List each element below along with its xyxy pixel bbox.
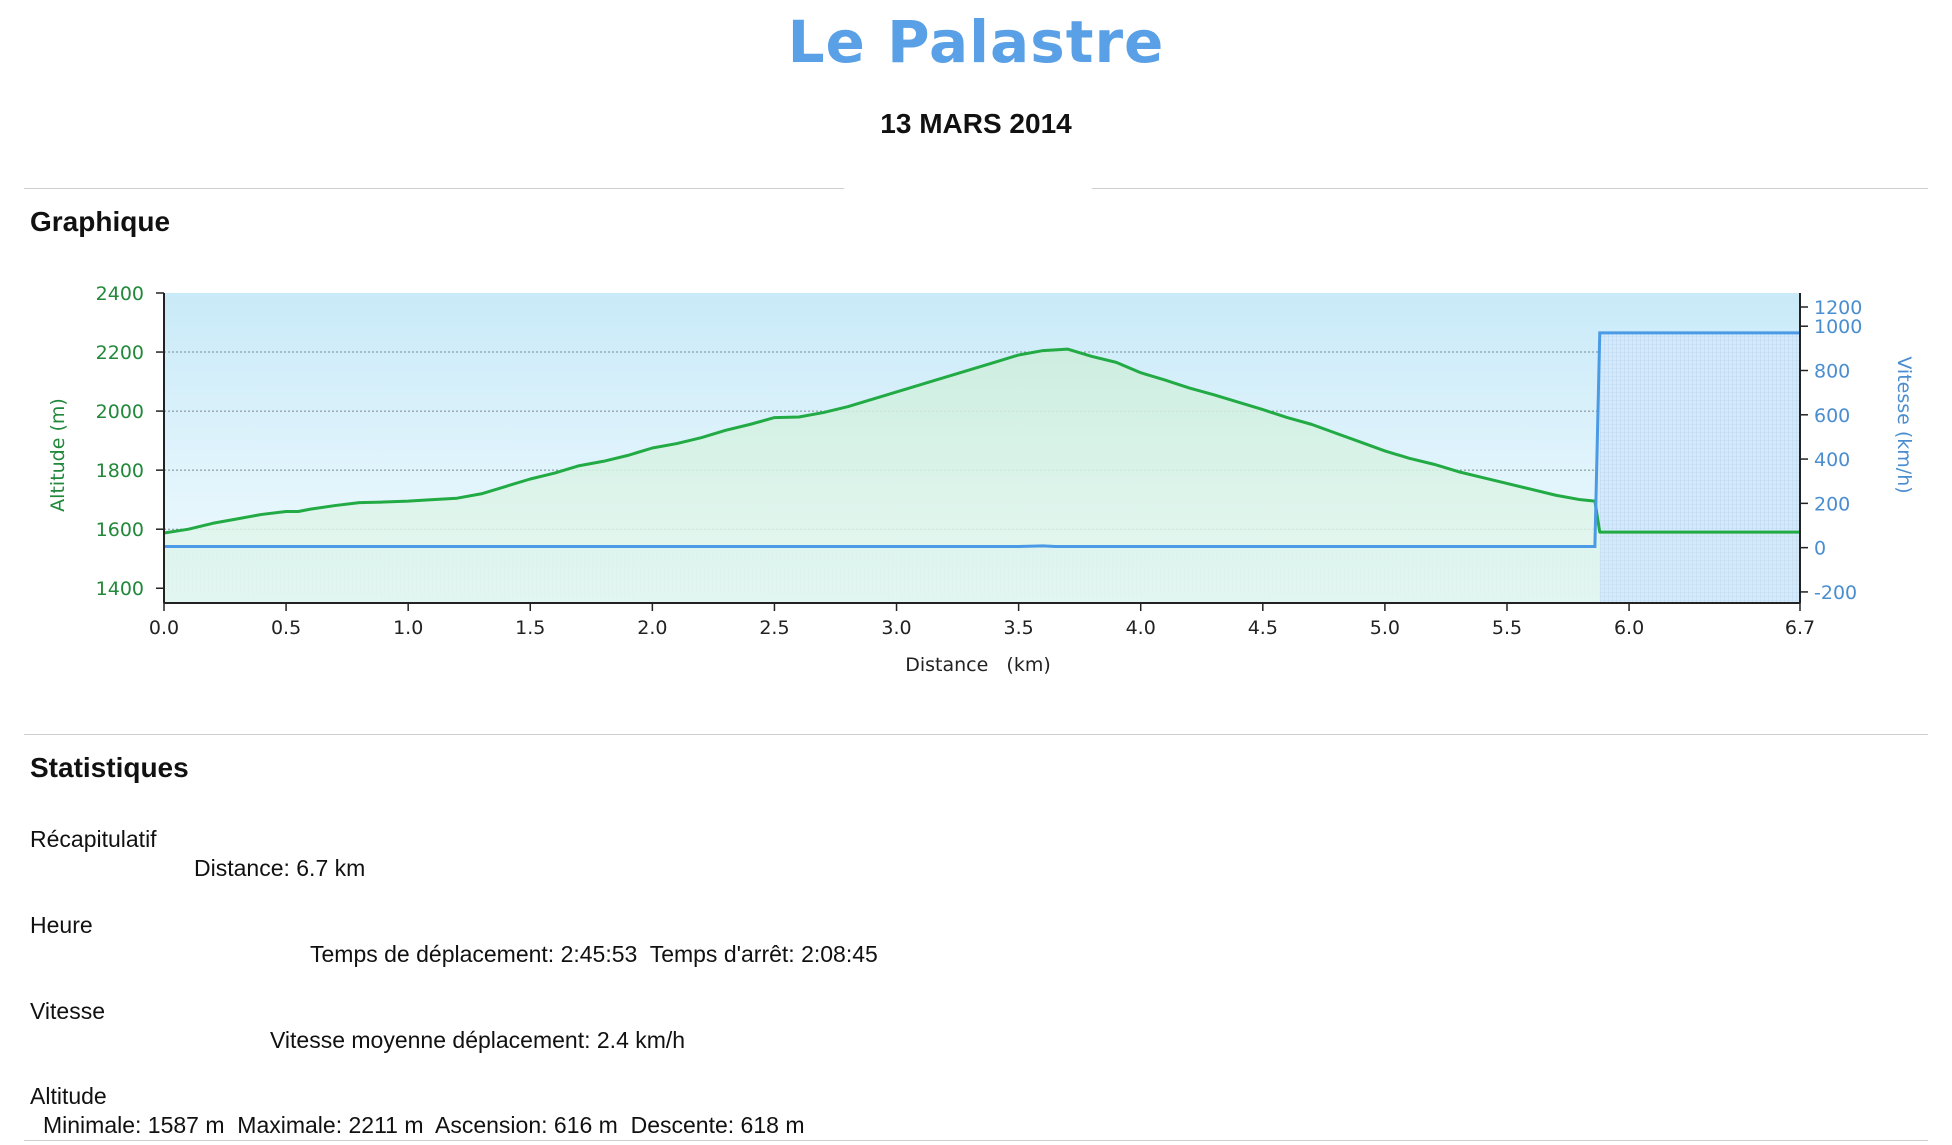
stat-label-heure: Heure — [30, 912, 93, 938]
y-right-tick-label: 800 — [1814, 361, 1850, 383]
section-heading-stats: Statistiques — [30, 752, 189, 783]
x-tick-label: 0.0 — [149, 617, 179, 639]
series-fill-vitesse-block — [1599, 332, 1800, 603]
stat-label-altitude: Altitude — [30, 1083, 107, 1109]
y-right-tick-label: 1200 — [1814, 297, 1862, 319]
page-title: Le Palastre — [787, 8, 1165, 76]
stat-label-vitesse: Vitesse — [30, 998, 106, 1024]
y-left-tick-label: 1400 — [96, 578, 144, 600]
page-date: 13 MARS 2014 — [880, 108, 1072, 139]
x-tick-label: 3.5 — [1004, 617, 1034, 639]
series-fill-altitude — [164, 349, 1800, 603]
x-tick-label: 5.5 — [1492, 617, 1522, 639]
x-tick-label: 4.0 — [1126, 617, 1156, 639]
y-left-tick-label: 1600 — [96, 519, 144, 541]
y-left-tick-label: 1800 — [96, 460, 144, 482]
y-left-tick-label: 2200 — [96, 342, 144, 364]
y-right-tick-label: 200 — [1814, 493, 1850, 515]
divider-top-right — [1092, 188, 1928, 189]
stat-heure-values: Temps de déplacement: 2:45:53 Temps d'ar… — [310, 941, 878, 967]
x-tick-label: 6.7 — [1785, 617, 1815, 639]
x-tick-label: 3.0 — [881, 617, 911, 639]
x-tick-label: 5.0 — [1370, 617, 1400, 639]
series-line-vitesse — [164, 331, 1800, 549]
x-tick-label: 1.0 — [393, 617, 423, 639]
x-tick-label: 6.0 — [1614, 617, 1644, 639]
x-tick-label: 0.5 — [271, 617, 301, 639]
divider-middle — [24, 734, 1928, 735]
y-right-tick-label: 600 — [1814, 405, 1850, 427]
divider-bottom — [24, 1140, 1928, 1141]
x-tick-label: 2.0 — [637, 617, 667, 639]
y-right-tick-label: 0 — [1814, 538, 1826, 560]
divider-top-left — [24, 188, 844, 189]
elevation-speed-chart: 2400220020001800160014001200100080060040… — [47, 283, 1915, 676]
x-axis-label: Distance (km) — [905, 654, 1051, 676]
y-right-tick-label: 1000 — [1814, 316, 1862, 338]
stat-recap-values: Distance: 6.7 km — [194, 855, 366, 881]
y-left-tick-label: 2400 — [96, 283, 144, 305]
y-axis-right-label: Vitesse (km/h) — [1893, 356, 1915, 493]
x-tick-label: 1.5 — [515, 617, 545, 639]
x-tick-label: 2.5 — [759, 617, 789, 639]
stat-altitude-values: Minimale: 1587 m Maximale: 2211 m Ascens… — [43, 1112, 805, 1138]
stat-label-recap: Récapitulatif — [30, 826, 157, 852]
y-axis-left-label: Altitude (m) — [47, 398, 69, 512]
stat-vitesse-values: Vitesse moyenne déplacement: 2.4 km/h — [270, 1027, 686, 1053]
y-right-tick-label: -200 — [1814, 582, 1857, 604]
section-heading-graph: Graphique — [30, 206, 171, 237]
y-left-tick-label: 2000 — [96, 401, 144, 423]
series-line-altitude — [163, 347, 1800, 535]
y-right-tick-label: 400 — [1814, 449, 1850, 471]
x-tick-label: 4.5 — [1248, 617, 1278, 639]
